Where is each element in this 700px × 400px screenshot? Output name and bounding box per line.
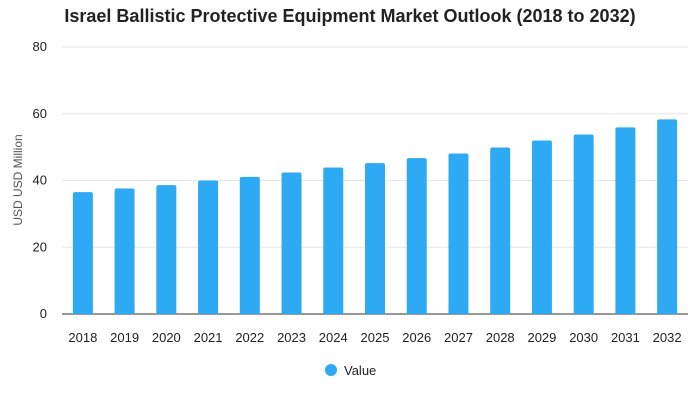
bar-2030[interactable] [573, 134, 594, 314]
bar-2032[interactable] [657, 119, 678, 314]
x-tick-label: 2021 [194, 330, 223, 345]
y-axis-ticks: 0 20 40 60 80 [33, 39, 47, 321]
bar-2020[interactable] [156, 185, 177, 314]
bar-2023[interactable] [281, 172, 302, 314]
legend[interactable]: Value [325, 363, 376, 378]
bar-2025[interactable] [365, 163, 385, 314]
x-tick-label: 2025 [361, 330, 390, 345]
x-tick-label: 2024 [319, 330, 348, 345]
x-axis-ticks: 2018 2019 2020 2021 2022 2023 2024 2025 2026 2027… [68, 330, 681, 345]
bar-2029[interactable] [531, 140, 552, 314]
y-tick-label: 0 [40, 306, 47, 321]
bar-2022[interactable] [239, 176, 260, 314]
bar-2026[interactable] [406, 158, 427, 314]
x-tick-label: 2022 [235, 330, 264, 345]
bar-2018[interactable] [72, 192, 93, 314]
x-tick-label: 2027 [444, 330, 473, 345]
x-tick-label: 2019 [110, 330, 139, 345]
bar-2021[interactable] [198, 180, 219, 315]
legend-swatch [325, 364, 337, 376]
x-tick-label: 2018 [68, 330, 97, 345]
x-tick-label: 2030 [569, 330, 598, 345]
bar-2027[interactable] [448, 153, 469, 314]
bar-2031[interactable] [615, 127, 636, 314]
x-tick-label: 2031 [611, 330, 640, 345]
bar-2019[interactable] [114, 188, 135, 314]
y-tick-label: 80 [33, 39, 47, 54]
y-tick-label: 60 [33, 106, 47, 121]
bar-2028[interactable] [490, 147, 511, 314]
x-tick-label: 2028 [486, 330, 515, 345]
x-tick-label: 2023 [277, 330, 306, 345]
y-tick-label: 20 [33, 239, 47, 254]
y-axis-title: USD USD Million [11, 134, 25, 225]
legend-label-value: Value [344, 363, 376, 378]
y-tick-label: 40 [33, 173, 47, 188]
bar-2024[interactable] [323, 167, 344, 314]
bars [72, 119, 678, 315]
x-tick-label: 2020 [152, 330, 181, 345]
x-tick-label: 2032 [653, 330, 682, 345]
x-tick-label: 2029 [527, 330, 556, 345]
x-tick-label: 2026 [402, 330, 431, 345]
chart-title: Israel Ballistic Protective Equipment Ma… [64, 6, 636, 26]
